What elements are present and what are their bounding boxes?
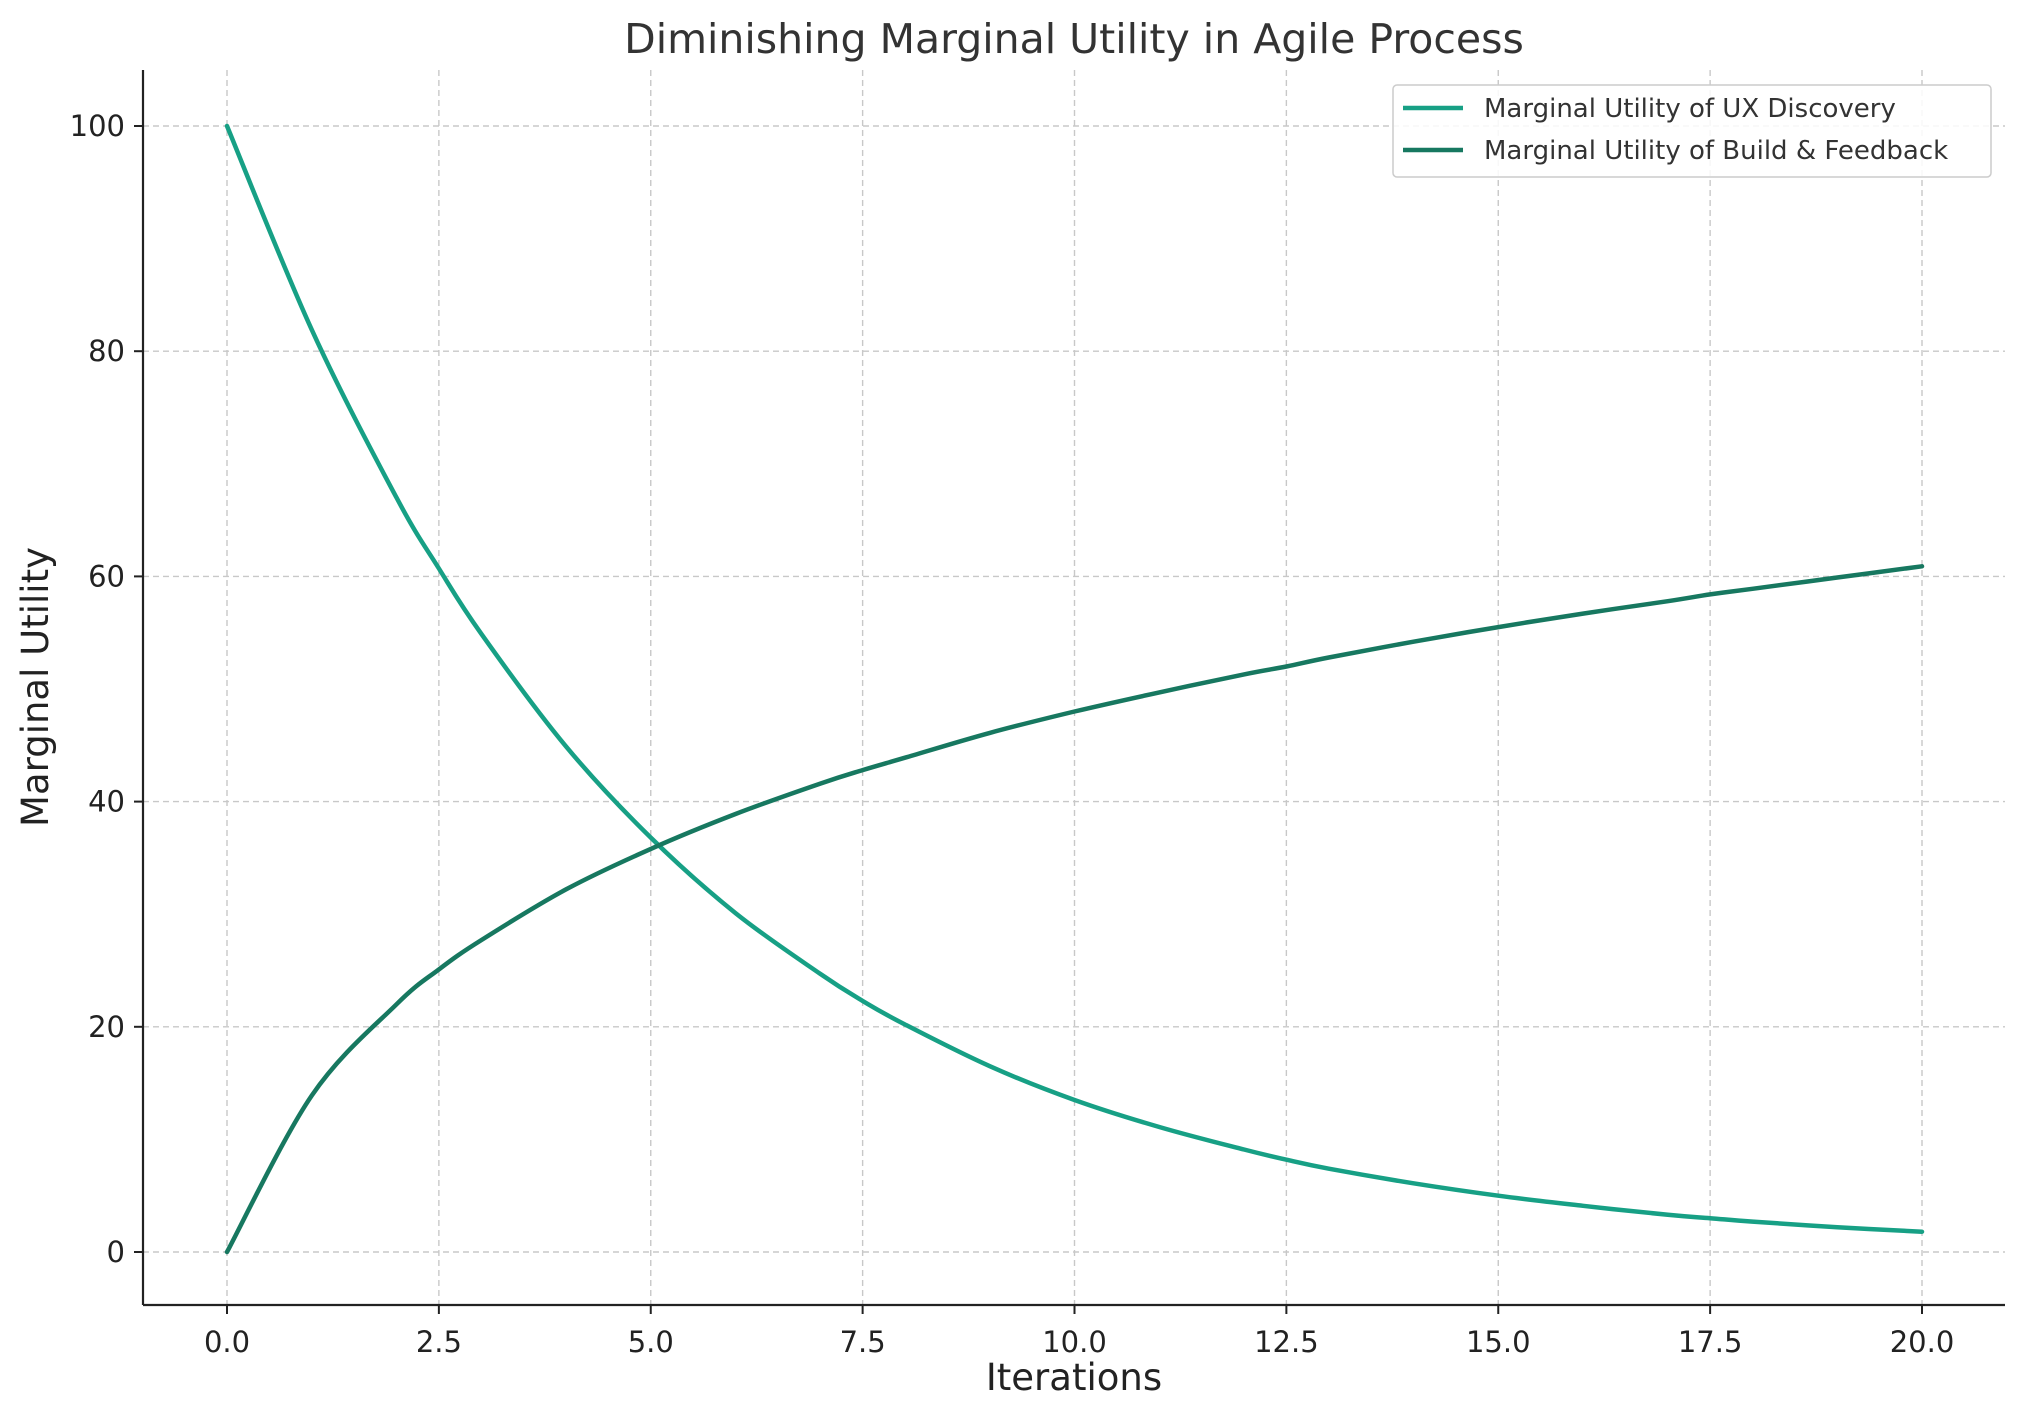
x-axis-ticks: 0.0 2.5 5.0 7.5 10.0 12.5 15.0 17.5 20.0 xyxy=(204,1305,1954,1359)
legend-label-ux-discovery: Marginal Utility of UX Discovery xyxy=(1484,94,1896,124)
y-axis-ticks: 0 20 40 60 80 100 xyxy=(70,109,143,1269)
y-tick-label: 100 xyxy=(70,109,125,143)
x-tick-label: 20.0 xyxy=(1890,1325,1955,1359)
x-tick-label: 5.0 xyxy=(628,1325,674,1359)
y-tick-label: 0 xyxy=(107,1235,125,1269)
y-tick-label: 80 xyxy=(88,334,125,368)
y-tick-label: 20 xyxy=(88,1010,125,1044)
series-line-build-feedback xyxy=(224,564,1925,1255)
grid-lines xyxy=(143,70,2005,1305)
x-tick-label: 0.0 xyxy=(204,1325,250,1359)
x-tick-label: 12.5 xyxy=(1254,1325,1319,1359)
series-lines xyxy=(224,123,1925,1255)
x-tick-label: 2.5 xyxy=(416,1325,462,1359)
chart-title: Diminishing Marginal Utility in Agile Pr… xyxy=(624,15,1524,63)
legend-label-build-feedback: Marginal Utility of Build & Feedback xyxy=(1484,136,1948,166)
x-tick-label: 10.0 xyxy=(1042,1325,1107,1359)
y-tick-label: 40 xyxy=(88,785,125,819)
y-tick-label: 60 xyxy=(88,559,125,593)
series-line-ux-discovery xyxy=(224,123,1925,1234)
x-tick-label: 15.0 xyxy=(1466,1325,1531,1359)
y-axis-label: Marginal Utility xyxy=(14,547,57,827)
x-axis-label: Iterations xyxy=(986,1356,1162,1399)
x-tick-label: 17.5 xyxy=(1678,1325,1743,1359)
legend: Marginal Utility of UX Discovery Margina… xyxy=(1392,84,1992,178)
legend-box xyxy=(1392,84,1992,178)
x-tick-label: 7.5 xyxy=(840,1325,886,1359)
